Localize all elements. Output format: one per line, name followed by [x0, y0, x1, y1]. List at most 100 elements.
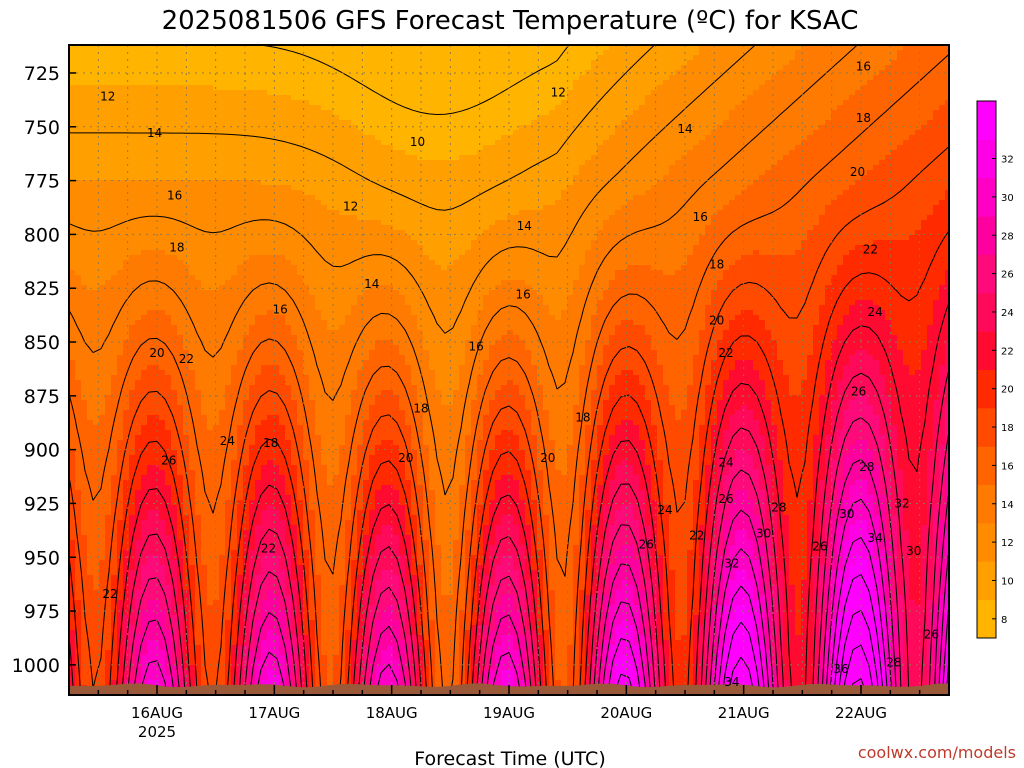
field-cell	[201, 540, 208, 546]
field-cell	[213, 295, 220, 301]
field-cell	[213, 310, 220, 316]
field-cell	[255, 170, 262, 176]
field-cell	[159, 480, 166, 486]
field-cell	[243, 230, 250, 236]
field-cell	[201, 440, 208, 446]
field-cell	[261, 75, 268, 81]
field-cell	[255, 260, 262, 266]
field-cell	[285, 600, 292, 606]
field-cell	[231, 275, 238, 281]
field-cell	[249, 390, 256, 396]
field-cell	[225, 275, 232, 281]
field-cell	[141, 235, 148, 241]
field-cell	[225, 220, 232, 226]
field-cell	[81, 530, 88, 536]
field-cell	[135, 90, 142, 96]
field-cell	[147, 415, 154, 421]
field-cell	[237, 95, 244, 101]
field-cell	[219, 135, 226, 141]
field-cell	[81, 125, 88, 131]
field-cell	[141, 575, 148, 581]
field-cell	[285, 450, 292, 456]
field-cell	[159, 645, 166, 651]
field-cell	[255, 305, 262, 311]
field-cell	[195, 350, 202, 356]
field-cell	[177, 465, 184, 471]
field-cell	[123, 305, 130, 311]
field-cell	[105, 110, 112, 116]
field-cell	[219, 245, 226, 251]
field-cell	[141, 605, 148, 611]
field-cell	[195, 125, 202, 131]
field-cell	[75, 245, 82, 251]
field-cell	[147, 205, 154, 211]
field-cell	[123, 520, 130, 526]
field-cell	[117, 210, 124, 216]
field-cell	[153, 240, 160, 246]
field-cell	[147, 115, 154, 121]
field-cell	[261, 315, 268, 321]
field-cell	[123, 235, 130, 241]
field-cell	[225, 545, 232, 551]
field-cell	[243, 330, 250, 336]
field-cell	[291, 240, 298, 246]
field-cell	[189, 110, 196, 116]
field-cell	[75, 115, 82, 121]
field-cell	[93, 110, 100, 116]
field-cell	[111, 210, 118, 216]
field-cell	[81, 590, 88, 596]
field-cell	[189, 205, 196, 211]
field-cell	[231, 330, 238, 336]
field-cell	[111, 545, 118, 551]
field-cell	[111, 275, 118, 281]
field-cell	[195, 560, 202, 566]
field-cell	[123, 335, 130, 341]
field-cell	[267, 460, 274, 466]
field-cell	[99, 75, 106, 81]
field-cell	[75, 205, 82, 211]
field-cell	[117, 480, 124, 486]
field-cell	[135, 195, 142, 201]
field-cell	[147, 330, 154, 336]
field-cell	[225, 85, 232, 91]
field-cell	[267, 235, 274, 241]
field-cell	[213, 525, 220, 531]
field-cell	[207, 450, 214, 456]
field-cell	[201, 185, 208, 191]
field-cell	[111, 185, 118, 191]
field-cell	[291, 400, 298, 406]
field-cell	[117, 235, 124, 241]
field-cell	[243, 85, 250, 91]
field-cell	[195, 215, 202, 221]
field-cell	[207, 520, 214, 526]
plot-area	[69, 45, 952, 701]
field-cell	[201, 570, 208, 576]
field-cell	[141, 265, 148, 271]
field-cell	[255, 235, 262, 241]
field-cell	[231, 525, 238, 531]
field-cell	[195, 315, 202, 321]
field-cell	[261, 90, 268, 96]
field-cell	[81, 480, 88, 486]
field-cell	[255, 295, 262, 301]
field-cell	[201, 85, 208, 91]
field-cell	[87, 430, 94, 436]
field-cell	[255, 115, 262, 121]
field-cell	[117, 270, 124, 276]
field-cell	[153, 190, 160, 196]
field-cell	[171, 505, 178, 511]
field-cell	[99, 390, 106, 396]
field-cell	[267, 275, 274, 281]
field-cell	[81, 345, 88, 351]
field-cell	[297, 245, 304, 251]
field-cell	[267, 105, 274, 111]
field-cell	[81, 245, 88, 251]
field-cell	[189, 120, 196, 126]
field-cell	[105, 390, 112, 396]
field-cell	[87, 370, 94, 376]
field-cell	[177, 545, 184, 551]
field-cell	[129, 125, 136, 131]
field-cell	[213, 540, 220, 546]
field-cell	[75, 370, 82, 376]
field-cell	[219, 420, 226, 426]
